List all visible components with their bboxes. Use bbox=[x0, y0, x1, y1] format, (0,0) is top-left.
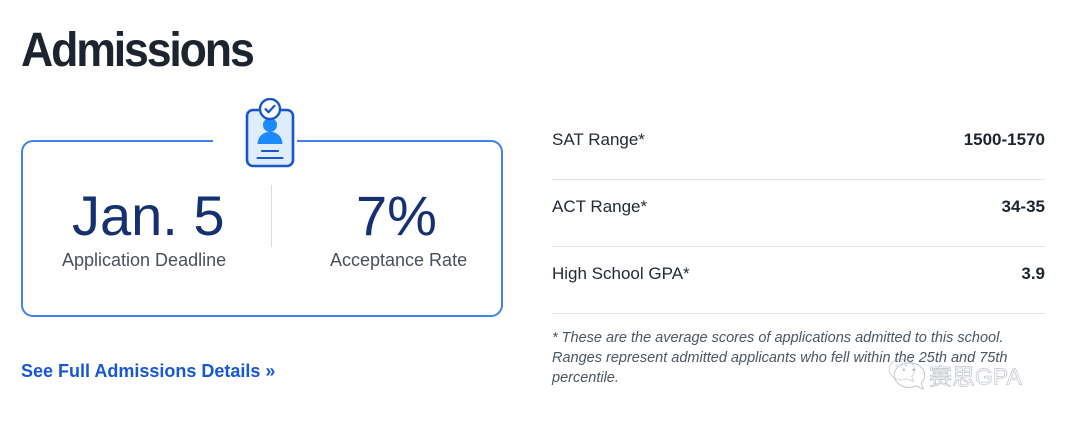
svg-text:赛思GPA: 赛思GPA bbox=[929, 364, 1023, 390]
